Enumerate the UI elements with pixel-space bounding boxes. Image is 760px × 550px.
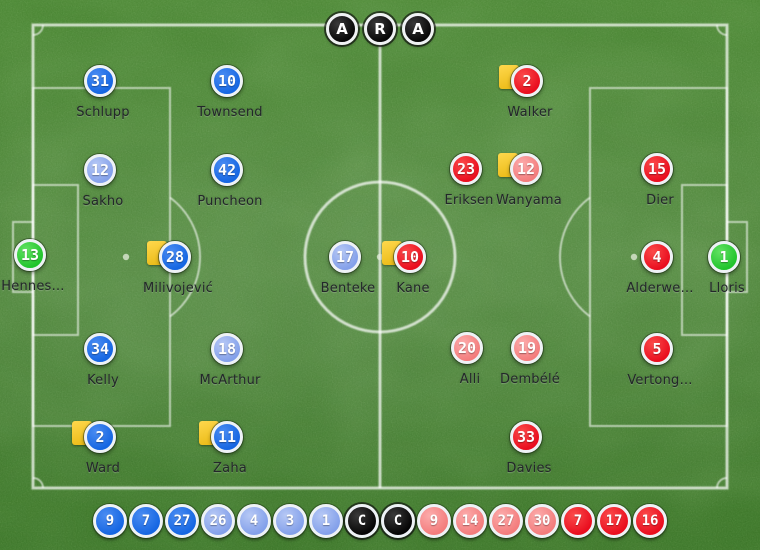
- player-name: Vertong…: [627, 373, 693, 388]
- player-name: Walker: [507, 105, 553, 120]
- bench-item-7[interactable]: 7: [129, 504, 163, 538]
- player-name: Ward: [85, 461, 121, 476]
- player-name: Alderwe…: [626, 281, 694, 296]
- player-name: Benteke: [320, 281, 376, 296]
- player-circle[interactable]: 10: [394, 241, 426, 273]
- player-name: Milivojević: [143, 281, 213, 296]
- player-name: Alli: [459, 372, 481, 387]
- player-circle[interactable]: 34: [84, 333, 116, 365]
- player-circle[interactable]: 5: [641, 333, 673, 365]
- player-name: Wanyama: [496, 193, 562, 208]
- player-name: Puncheon: [197, 194, 263, 209]
- player-name: Kelly: [87, 373, 119, 388]
- bench-item-17[interactable]: 17: [597, 504, 631, 538]
- player-circle[interactable]: 2: [84, 421, 116, 453]
- player-circle[interactable]: 23: [450, 153, 482, 185]
- player-circle[interactable]: 11: [211, 421, 243, 453]
- match-icon-r-1[interactable]: R: [364, 13, 396, 45]
- bench-item-7[interactable]: 7: [561, 504, 595, 538]
- player-name: Dembélé: [500, 372, 560, 387]
- player-circle[interactable]: 2: [511, 65, 543, 97]
- player-circle[interactable]: 12: [510, 153, 542, 185]
- bench-item-9[interactable]: 9: [93, 504, 127, 538]
- player-circle[interactable]: 18: [211, 333, 243, 365]
- bench-item-14[interactable]: 14: [453, 504, 487, 538]
- bench-row: 9 7 27 26 4 3 1 C C 9 14 27 30 7 17 16: [0, 504, 760, 538]
- player-circle[interactable]: 15: [641, 153, 673, 185]
- bench-item-1[interactable]: 1: [309, 504, 343, 538]
- player-circle[interactable]: 20: [451, 332, 483, 364]
- player-name: Sakho: [82, 194, 124, 209]
- player-name: Eriksen: [444, 193, 494, 208]
- bench-item-26[interactable]: 26: [201, 504, 235, 538]
- bench-item-30[interactable]: 30: [525, 504, 559, 538]
- player-name: Lloris: [709, 281, 745, 296]
- player-circle[interactable]: 42: [211, 154, 243, 186]
- match-icon-a-2[interactable]: A: [402, 13, 434, 45]
- player-circle[interactable]: 13: [14, 239, 46, 271]
- player-circle[interactable]: 31: [84, 65, 116, 97]
- player-name: Kane: [396, 281, 430, 296]
- player-circle[interactable]: 33: [510, 421, 542, 453]
- bench-item-16[interactable]: 16: [633, 504, 667, 538]
- player-name: Dier: [646, 193, 674, 208]
- c-badge-icon[interactable]: C: [381, 504, 415, 538]
- player-circle[interactable]: 17: [329, 241, 361, 273]
- player-name: McArthur: [199, 373, 261, 388]
- bench-item-9[interactable]: 9: [417, 504, 451, 538]
- match-icon-a-0[interactable]: A: [326, 13, 358, 45]
- bench-item-27[interactable]: 27: [165, 504, 199, 538]
- c-badge-icon[interactable]: C: [345, 504, 379, 538]
- player-name: Townsend: [197, 105, 263, 120]
- player-circle[interactable]: 28: [159, 241, 191, 273]
- player-name: Hennes…: [1, 279, 65, 294]
- player-circle[interactable]: 12: [84, 154, 116, 186]
- player-circle[interactable]: 4: [641, 241, 673, 273]
- player-circle[interactable]: 1: [708, 241, 740, 273]
- player-name: Schlupp: [76, 105, 130, 120]
- player-circle[interactable]: 19: [511, 332, 543, 364]
- player-name: Zaha: [213, 461, 247, 476]
- player-name: Davies: [506, 461, 552, 476]
- player-circle[interactable]: 10: [211, 65, 243, 97]
- bench-item-4[interactable]: 4: [237, 504, 271, 538]
- bench-item-3[interactable]: 3: [273, 504, 307, 538]
- bench-item-27[interactable]: 27: [489, 504, 523, 538]
